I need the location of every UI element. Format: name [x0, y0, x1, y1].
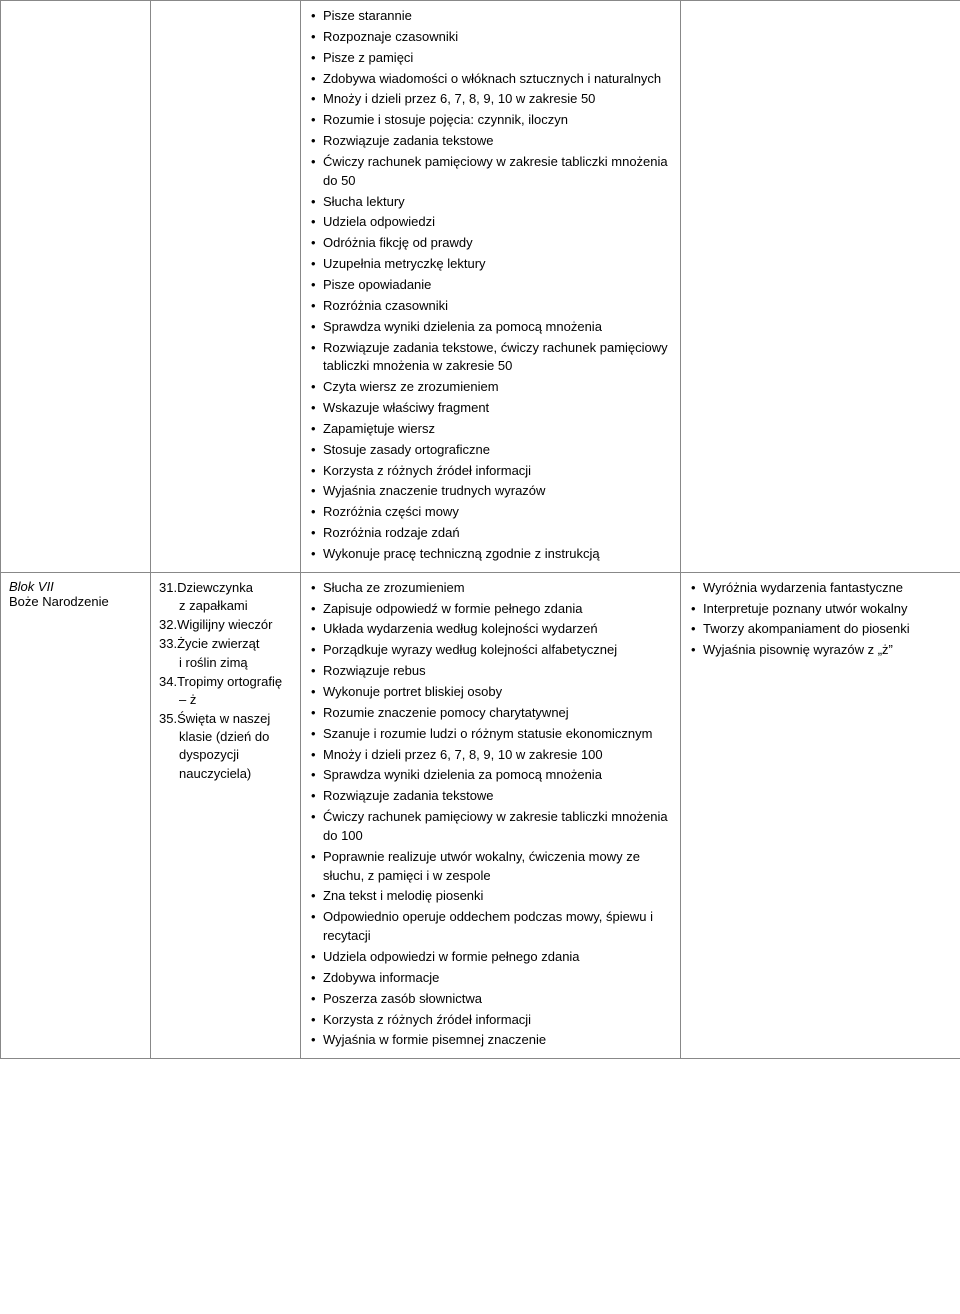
skill-item: Zapamiętuje wiersz [309, 420, 672, 439]
skill-item: Udziela odpowiedzi w formie pełnego zdan… [309, 948, 672, 967]
skill-item: Czyta wiersz ze zrozumieniem [309, 378, 672, 397]
skill-item: Rozróżnia części mowy [309, 503, 672, 522]
skill-item: Rozwiązuje zadania tekstowe [309, 787, 672, 806]
skill-item: Wykonuje pracę techniczną zgodnie z inst… [309, 545, 672, 564]
topic-number: 35. [159, 711, 177, 726]
skill-item: Układa wydarzenia według kolejności wyda… [309, 620, 672, 639]
skill-item: Słucha ze zrozumieniem [309, 579, 672, 598]
skill-item: Odpowiednio operuje oddechem podczas mow… [309, 908, 672, 946]
skill-item: Zapisuje odpowiedź w formie pełnego zdan… [309, 600, 672, 619]
table-row: Blok VIIBoże Narodzenie 31.Dziewczynka z z… [1, 572, 960, 1058]
skill-item: Odróżnia fikcję od prawdy [309, 234, 672, 253]
skill-item: Poprawnie realizuje utwór wokalny, ćwicz… [309, 848, 672, 886]
skill-item: Zna tekst i melodię piosenki [309, 887, 672, 906]
skill-item: Pisze starannie [309, 7, 672, 26]
skill-item: Wskazuje właściwy fragment [309, 399, 672, 418]
topic-text-cont: z zapałkami [159, 597, 292, 615]
skill-item: Rozwiązuje zadania tekstowe, ćwiczy rach… [309, 339, 672, 377]
skill-item: Uzupełnia metryczkę lektury [309, 255, 672, 274]
skill-item: Ćwiczy rachunek pamięciowy w zakresie ta… [309, 153, 672, 191]
topics-cell [151, 1, 301, 573]
topic-text-cont: – ż [159, 691, 292, 709]
topic-number: 32. [159, 617, 177, 632]
topic-item: 34.Tropimy ortografię – ż [159, 673, 292, 709]
outcomes-cell [681, 1, 960, 573]
topic-item: 33.Życie zwierząt i roślin zimą [159, 635, 292, 671]
block-title-cell [1, 1, 151, 573]
skill-item: Sprawdza wyniki dzielenia za pomocą mnoż… [309, 766, 672, 785]
topic-text-cont: dyspozycji [159, 746, 292, 764]
skill-item: Rozpoznaje czasowniki [309, 28, 672, 47]
skills-cell: Pisze starannie Rozpoznaje czasowniki Pisz… [301, 1, 681, 573]
skill-item: Rozumie i stosuje pojęcia: czynnik, iloc… [309, 111, 672, 130]
topic-text-cont: klasie (dzień do [159, 728, 292, 746]
skill-item: Słucha lektury [309, 193, 672, 212]
skill-item: Rozumie znaczenie pomocy charytatywnej [309, 704, 672, 723]
topic-text: Wigilijny wieczór [177, 617, 272, 632]
skills-list: Słucha ze zrozumieniem Zapisuje odpowiedź… [309, 579, 672, 1050]
skill-item: Poszerza zasób słownictwa [309, 990, 672, 1009]
skill-item: Wykonuje portret bliskiej osoby [309, 683, 672, 702]
outcomes-cell: Wyróżnia wydarzenia fantastyczne Interpr… [681, 572, 960, 1058]
skill-item: Sprawdza wyniki dzielenia za pomocą mnoż… [309, 318, 672, 337]
topic-number: 34. [159, 674, 177, 689]
skill-item: Wyjaśnia znaczenie trudnych wyrazów [309, 482, 672, 501]
skill-item: Udziela odpowiedzi [309, 213, 672, 232]
outcome-item: Wyróżnia wydarzenia fantastyczne [689, 579, 952, 598]
skill-item: Pisze z pamięci [309, 49, 672, 68]
topic-text: Życie zwierząt [177, 636, 259, 651]
topic-text: Święta w naszej [177, 711, 270, 726]
topics-list: 31.Dziewczynkaz zapałkami32.Wigilijny wi… [159, 579, 292, 783]
skill-item: Korzysta z różnych źródeł informacji [309, 462, 672, 481]
skill-item: Zdobywa wiadomości o włóknach sztucznych… [309, 70, 672, 89]
skill-item: Korzysta z różnych źródeł informacji [309, 1011, 672, 1030]
skills-cell: Słucha ze zrozumieniem Zapisuje odpowiedź… [301, 572, 681, 1058]
outcome-item: Interpretuje poznany utwór wokalny [689, 600, 952, 619]
skill-item: Szanuje i rozumie ludzi o różnym statusi… [309, 725, 672, 744]
topic-text-cont: i roślin zimą [159, 654, 292, 672]
skill-item: Stosuje zasady ortograficzne [309, 441, 672, 460]
topic-item: 35.Święta w naszej klasie (dzień dodyspoz… [159, 710, 292, 783]
block-title-line: Boże Narodzenie [9, 594, 142, 609]
outcome-item: Wyjaśnia pisownię wyrazów z „ż” [689, 641, 952, 660]
skill-item: Pisze opowiadanie [309, 276, 672, 295]
curriculum-table: Pisze starannie Rozpoznaje czasowniki Pisz… [0, 0, 960, 1059]
topic-text: Dziewczynka [177, 580, 253, 595]
skills-list: Pisze starannie Rozpoznaje czasowniki Pisz… [309, 7, 672, 564]
topic-number: 33. [159, 636, 177, 651]
block-title-line: Blok VII [9, 579, 142, 594]
block-title-cell: Blok VIIBoże Narodzenie [1, 572, 151, 1058]
skill-item: Rozróżnia czasowniki [309, 297, 672, 316]
skill-item: Wyjaśnia w formie pisemnej znaczenie [309, 1031, 672, 1050]
topics-cell: 31.Dziewczynkaz zapałkami32.Wigilijny wi… [151, 572, 301, 1058]
topic-text-cont: nauczyciela) [159, 765, 292, 783]
skill-item: Ćwiczy rachunek pamięciowy w zakresie ta… [309, 808, 672, 846]
topic-item: 32.Wigilijny wieczór [159, 616, 292, 634]
skill-item: Mnoży i dzieli przez 6, 7, 8, 9, 10 w za… [309, 746, 672, 765]
outcomes-list: Wyróżnia wydarzenia fantastyczne Interpr… [689, 579, 952, 660]
skill-item: Rozróżnia rodzaje zdań [309, 524, 672, 543]
skill-item: Rozwiązuje zadania tekstowe [309, 132, 672, 151]
topic-text: Tropimy ortografię [177, 674, 282, 689]
outcome-item: Tworzy akompaniament do piosenki [689, 620, 952, 639]
skill-item: Rozwiązuje rebus [309, 662, 672, 681]
skill-item: Mnoży i dzieli przez 6, 7, 8, 9, 10 w za… [309, 90, 672, 109]
skill-item: Porządkuje wyrazy według kolejności alfa… [309, 641, 672, 660]
table-row: Pisze starannie Rozpoznaje czasowniki Pisz… [1, 1, 960, 573]
topic-item: 31.Dziewczynka z zapałkami [159, 579, 292, 615]
skill-item: Zdobywa informacje [309, 969, 672, 988]
topic-number: 31. [159, 580, 177, 595]
